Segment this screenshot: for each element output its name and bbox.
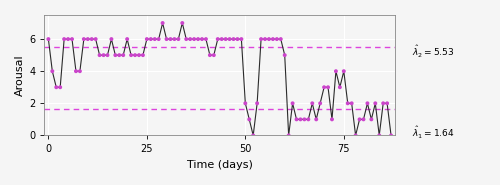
Point <box>284 134 292 137</box>
Point <box>379 102 387 105</box>
Point <box>261 38 269 41</box>
Point <box>368 118 376 121</box>
Point <box>383 102 391 105</box>
Point <box>320 86 328 89</box>
Point <box>68 38 76 41</box>
Text: $\hat{\lambda}_1 = 1.64$: $\hat{\lambda}_1 = 1.64$ <box>412 125 455 141</box>
Point <box>150 38 158 41</box>
Point <box>64 38 72 41</box>
Point <box>238 38 246 41</box>
Point <box>72 70 80 73</box>
Point <box>246 118 254 121</box>
Point <box>214 38 222 41</box>
Point <box>372 102 380 105</box>
Point <box>265 38 273 41</box>
Point <box>375 134 383 137</box>
Point <box>123 38 131 41</box>
Point <box>202 38 210 41</box>
Point <box>340 70 348 73</box>
Point <box>44 38 52 41</box>
Point <box>194 38 202 41</box>
Point <box>116 54 124 57</box>
Point <box>174 38 182 41</box>
Point <box>316 102 324 105</box>
Point <box>206 54 214 57</box>
Point <box>304 118 312 121</box>
Point <box>96 54 104 57</box>
Point <box>80 38 88 41</box>
Point <box>328 118 336 121</box>
Point <box>234 38 241 41</box>
Point <box>222 38 230 41</box>
Point <box>198 38 206 41</box>
Point <box>257 38 265 41</box>
Point <box>119 54 127 57</box>
Point <box>139 54 147 57</box>
Point <box>162 38 170 41</box>
Point <box>166 38 174 41</box>
Point <box>88 38 96 41</box>
Point <box>308 102 316 105</box>
Point <box>226 38 234 41</box>
Point <box>249 134 257 137</box>
Point <box>273 38 281 41</box>
Point <box>280 54 288 57</box>
Point <box>277 38 285 41</box>
Point <box>76 70 84 73</box>
Point <box>292 118 300 121</box>
Point <box>210 54 218 57</box>
Point <box>230 38 237 41</box>
Point <box>182 38 190 41</box>
Text: $\hat{\lambda}_2 = 5.53$: $\hat{\lambda}_2 = 5.53$ <box>412 44 455 60</box>
Point <box>190 38 198 41</box>
Point <box>112 54 120 57</box>
Point <box>288 102 296 105</box>
Point <box>344 102 351 105</box>
Point <box>52 86 60 89</box>
Point <box>147 38 155 41</box>
X-axis label: Time (days): Time (days) <box>187 160 252 170</box>
Point <box>242 102 250 105</box>
Point <box>92 38 100 41</box>
Point <box>108 38 116 41</box>
Point <box>60 38 68 41</box>
Point <box>127 54 135 57</box>
Point <box>364 102 372 105</box>
Point <box>170 38 178 41</box>
Point <box>387 134 395 137</box>
Point <box>296 118 304 121</box>
Point <box>100 54 108 57</box>
Point <box>312 118 320 121</box>
Point <box>158 21 166 24</box>
Point <box>348 102 356 105</box>
Point <box>48 70 56 73</box>
Point <box>104 54 112 57</box>
Point <box>178 21 186 24</box>
Point <box>56 86 64 89</box>
Point <box>269 38 277 41</box>
Point <box>143 38 151 41</box>
Point <box>154 38 162 41</box>
Point <box>131 54 139 57</box>
Point <box>253 102 261 105</box>
Point <box>332 70 340 73</box>
Point <box>352 134 360 137</box>
Point <box>324 86 332 89</box>
Point <box>84 38 92 41</box>
Point <box>135 54 143 57</box>
Y-axis label: Arousal: Arousal <box>15 54 25 96</box>
Point <box>218 38 226 41</box>
Point <box>336 86 344 89</box>
Point <box>356 118 364 121</box>
Point <box>186 38 194 41</box>
Point <box>360 118 368 121</box>
Point <box>300 118 308 121</box>
